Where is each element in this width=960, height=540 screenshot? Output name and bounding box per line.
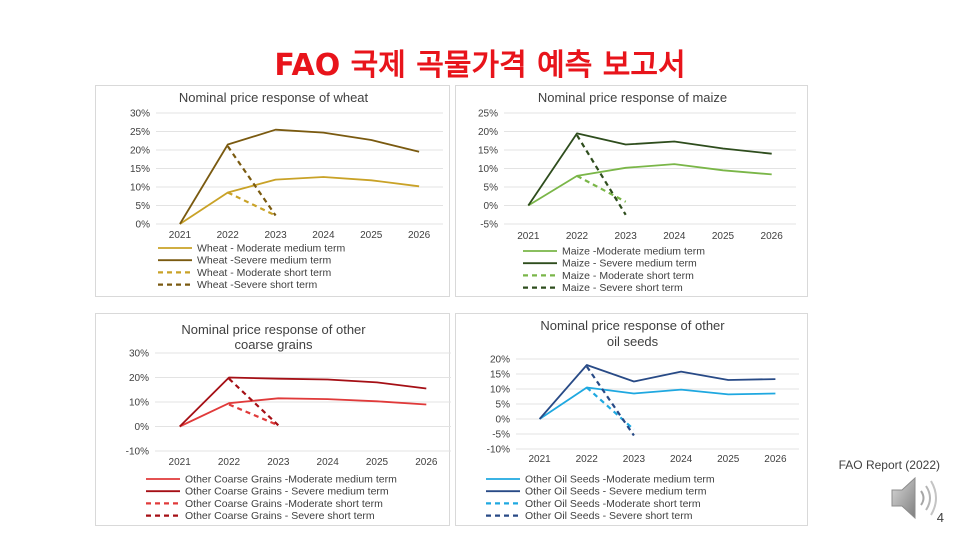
oil-seeds-y-tick-label: 5% bbox=[496, 400, 511, 411]
oil-seeds-y-tick-label: -10% bbox=[487, 445, 510, 456]
coarse-grains-legend-label: Other Coarse Grains -Moderate short term bbox=[185, 498, 383, 510]
maize-y-tick-label: 15% bbox=[478, 146, 498, 157]
maize-x-tick-label: 2023 bbox=[615, 231, 638, 242]
coarse-grains-series-line-1 bbox=[179, 397, 427, 428]
wheat-y-tick-label: 20% bbox=[130, 146, 150, 157]
maize-x-tick-label: 2024 bbox=[663, 231, 686, 242]
wheat-legend-label: Wheat - Moderate short term bbox=[197, 267, 331, 279]
oil-seeds-series-line-1 bbox=[539, 386, 776, 420]
oil-seeds-series-line-3 bbox=[586, 386, 635, 431]
coarse-grains-x-tick-label: 2024 bbox=[317, 457, 340, 468]
coarse-grains-x-tick-label: 2022 bbox=[218, 457, 241, 468]
coarse-grains-legend-label: Other Coarse Grains - Severe short term bbox=[185, 510, 375, 522]
oil-seeds-y-tick-label: 20% bbox=[490, 355, 510, 366]
oil-seeds-y-tick-label: -5% bbox=[492, 430, 510, 441]
oil-seeds-x-tick-label: 2024 bbox=[670, 454, 693, 465]
coarse-grains-chart-title: Nominal price response of other bbox=[181, 322, 366, 337]
oil-seeds-x-tick-label: 2023 bbox=[623, 454, 646, 465]
oil-seeds-y-tick-label: 0% bbox=[496, 415, 511, 426]
coarse-grains-series-line-3 bbox=[228, 403, 279, 427]
coarse-grains-y-tick-label: 30% bbox=[129, 349, 149, 360]
maize-y-tick-label: 25% bbox=[478, 109, 498, 120]
wheat-legend-label: Wheat -Severe short term bbox=[197, 279, 317, 291]
wheat-y-tick-label: 10% bbox=[130, 183, 150, 194]
maize-legend-label: Maize - Moderate short term bbox=[562, 270, 694, 282]
wheat-x-tick-label: 2024 bbox=[312, 230, 335, 241]
maize-x-tick-label: 2026 bbox=[761, 231, 784, 242]
page-number: 4 bbox=[936, 510, 944, 525]
oil-seeds-series-line-2 bbox=[538, 364, 776, 420]
maize-chart-title: Nominal price response of maize bbox=[538, 90, 727, 105]
coarse-grains-y-tick-label: -10% bbox=[126, 447, 149, 458]
maize-chart: Nominal price response of maize -5% 0% 5% 10… bbox=[478, 90, 796, 294]
wheat-legend-label: Wheat -Severe medium term bbox=[197, 255, 331, 267]
maize-chart-panel: Nominal price response of maize -5% 0% 5% 10… bbox=[455, 85, 808, 297]
speaker-icon[interactable] bbox=[888, 473, 940, 523]
maize-series-line-1 bbox=[527, 163, 772, 207]
maize-x-tick-label: 2025 bbox=[712, 231, 735, 242]
maize-x-tick-label: 2022 bbox=[566, 231, 589, 242]
source-citation: FAO Report (2022) bbox=[838, 458, 940, 472]
coarse-grains-x-tick-label: 2025 bbox=[366, 457, 389, 468]
wheat-x-tick-label: 2023 bbox=[264, 230, 287, 241]
wheat-series-line-2 bbox=[179, 128, 420, 225]
oil-seeds-chart-title: Nominal price response of other bbox=[540, 318, 725, 333]
coarse-grains-legend-label: Other Coarse Grains - Severe medium term bbox=[185, 486, 389, 498]
coarse-grains-y-tick-label: 20% bbox=[129, 373, 149, 384]
wheat-x-tick-label: 2026 bbox=[408, 230, 431, 241]
coarse-grains-y-tick-label: 10% bbox=[129, 398, 149, 409]
coarse-grains-chart-title: coarse grains bbox=[234, 337, 313, 352]
maize-y-tick-label: -5% bbox=[480, 220, 498, 231]
maize-y-tick-label: 0% bbox=[484, 201, 499, 212]
oil-seeds-legend-label: Other Oil Seeds - Severe medium term bbox=[525, 486, 707, 498]
maize-legend-label: Maize -Moderate medium term bbox=[562, 246, 705, 258]
coarse-grains-x-tick-label: 2023 bbox=[267, 457, 290, 468]
wheat-legend-label: Wheat - Moderate medium term bbox=[197, 243, 345, 255]
wheat-y-tick-label: 25% bbox=[130, 127, 150, 138]
wheat-chart: Nominal price response of wheat 0% 5% 10% 15… bbox=[130, 90, 443, 291]
oil-seeds-x-tick-label: 2022 bbox=[576, 454, 599, 465]
maize-y-tick-label: 20% bbox=[478, 127, 498, 138]
wheat-x-tick-label: 2022 bbox=[217, 230, 240, 241]
coarse-grains-y-tick-label: 0% bbox=[135, 422, 150, 433]
oil-seeds-chart-panel: Nominal price response of other oil seeds… bbox=[455, 313, 808, 526]
coarse-grains-x-tick-label: 2021 bbox=[169, 457, 192, 468]
oil-seeds-y-tick-label: 15% bbox=[490, 370, 510, 381]
maize-x-tick-label: 2021 bbox=[517, 231, 540, 242]
coarse-grains-series-line-2 bbox=[179, 376, 427, 428]
oil-seeds-legend-label: Other Oil Seeds -Moderate medium term bbox=[525, 474, 715, 486]
maize-legend-label: Maize - Severe medium term bbox=[562, 258, 697, 270]
wheat-x-tick-label: 2021 bbox=[169, 230, 192, 241]
wheat-series-line-1 bbox=[179, 176, 420, 225]
maize-series-line-4 bbox=[576, 134, 627, 216]
oil-seeds-y-tick-label: 10% bbox=[490, 385, 510, 396]
coarse-grains-legend-label: Other Coarse Grains -Moderate medium ter… bbox=[185, 474, 397, 486]
oil-seeds-legend-label: Other Oil Seeds -Moderate short term bbox=[525, 498, 701, 510]
maize-y-tick-label: 5% bbox=[484, 183, 499, 194]
wheat-x-tick-label: 2025 bbox=[360, 230, 383, 241]
wheat-y-tick-label: 5% bbox=[136, 201, 151, 212]
coarse-grains-x-tick-label: 2026 bbox=[415, 457, 438, 468]
maize-legend-label: Maize - Severe short term bbox=[562, 282, 683, 294]
oil-seeds-chart-title: oil seeds bbox=[607, 334, 659, 349]
oil-seeds-x-tick-label: 2021 bbox=[528, 454, 551, 465]
coarse-grains-chart-panel: Nominal price response of other coarse gr… bbox=[95, 313, 451, 526]
oil-seeds-x-tick-label: 2025 bbox=[717, 454, 740, 465]
slide-title: FAO 국제 곡물가격 예측 보고서 bbox=[274, 48, 686, 83]
coarse-grains-series-line-4 bbox=[228, 377, 280, 427]
wheat-y-tick-label: 15% bbox=[130, 164, 150, 175]
wheat-y-tick-label: 0% bbox=[136, 220, 151, 231]
maize-series-line-3 bbox=[576, 174, 627, 203]
wheat-series-line-3 bbox=[227, 191, 277, 217]
wheat-y-tick-label: 30% bbox=[130, 109, 150, 120]
oil-seeds-series-line-4 bbox=[585, 365, 635, 437]
maize-series-line-2 bbox=[527, 132, 772, 207]
oil-seeds-x-tick-label: 2026 bbox=[764, 454, 787, 465]
oil-seeds-legend-label: Other Oil Seeds - Severe short term bbox=[525, 510, 693, 522]
wheat-chart-panel: Nominal price response of wheat 0% 5% 10% 15… bbox=[95, 85, 450, 297]
maize-y-tick-label: 10% bbox=[478, 164, 498, 175]
wheat-chart-title: Nominal price response of wheat bbox=[179, 90, 369, 105]
